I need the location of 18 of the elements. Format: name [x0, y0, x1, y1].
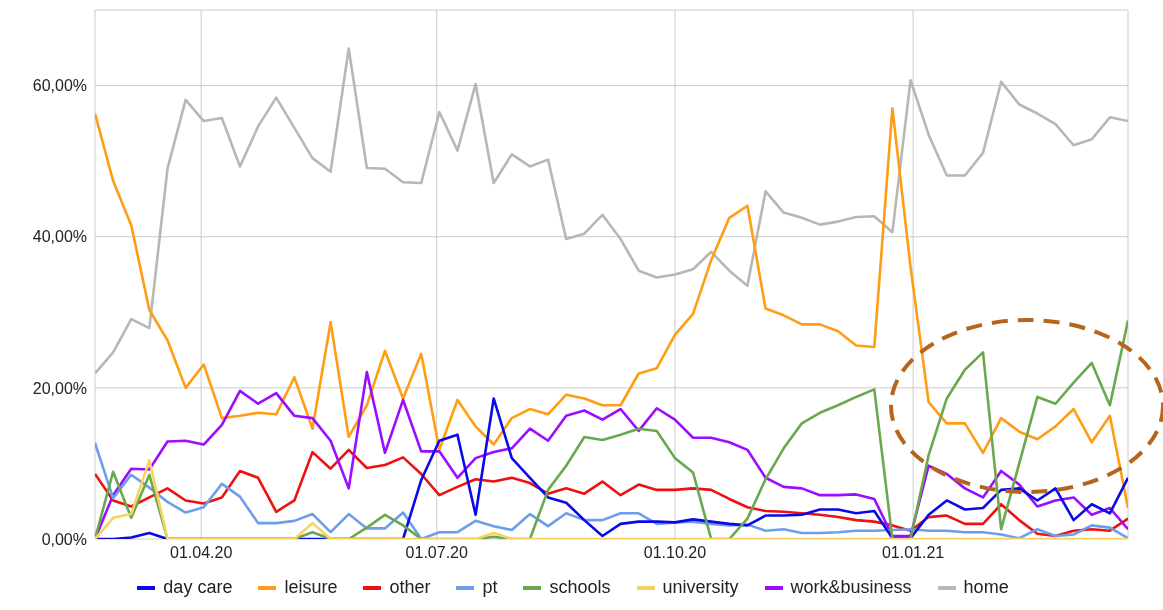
line-series	[95, 106, 1128, 510]
legend-label: work&business	[790, 577, 912, 598]
y-tick-label: 0,00%	[41, 530, 87, 548]
y-tick-label: 40,00%	[32, 228, 87, 246]
x-tick-label: 01.04.20	[170, 544, 233, 562]
legend-label: day care	[163, 577, 233, 598]
y-tick-label: 60,00%	[32, 77, 87, 95]
legend-label: other	[389, 577, 431, 598]
legend-label: schools	[549, 577, 611, 598]
x-tick-label: 01.07.20	[405, 544, 468, 562]
legend-label: university	[662, 577, 739, 598]
x-tick-label: 01.10.20	[643, 544, 707, 562]
y-tick-label: 20,00%	[32, 379, 87, 397]
legend-label: home	[963, 577, 1009, 598]
legend-label: leisure	[284, 577, 338, 598]
x-tick-label: 01.01.21	[881, 544, 945, 562]
legend-label: pt	[482, 577, 498, 598]
line-series	[95, 47, 1128, 375]
